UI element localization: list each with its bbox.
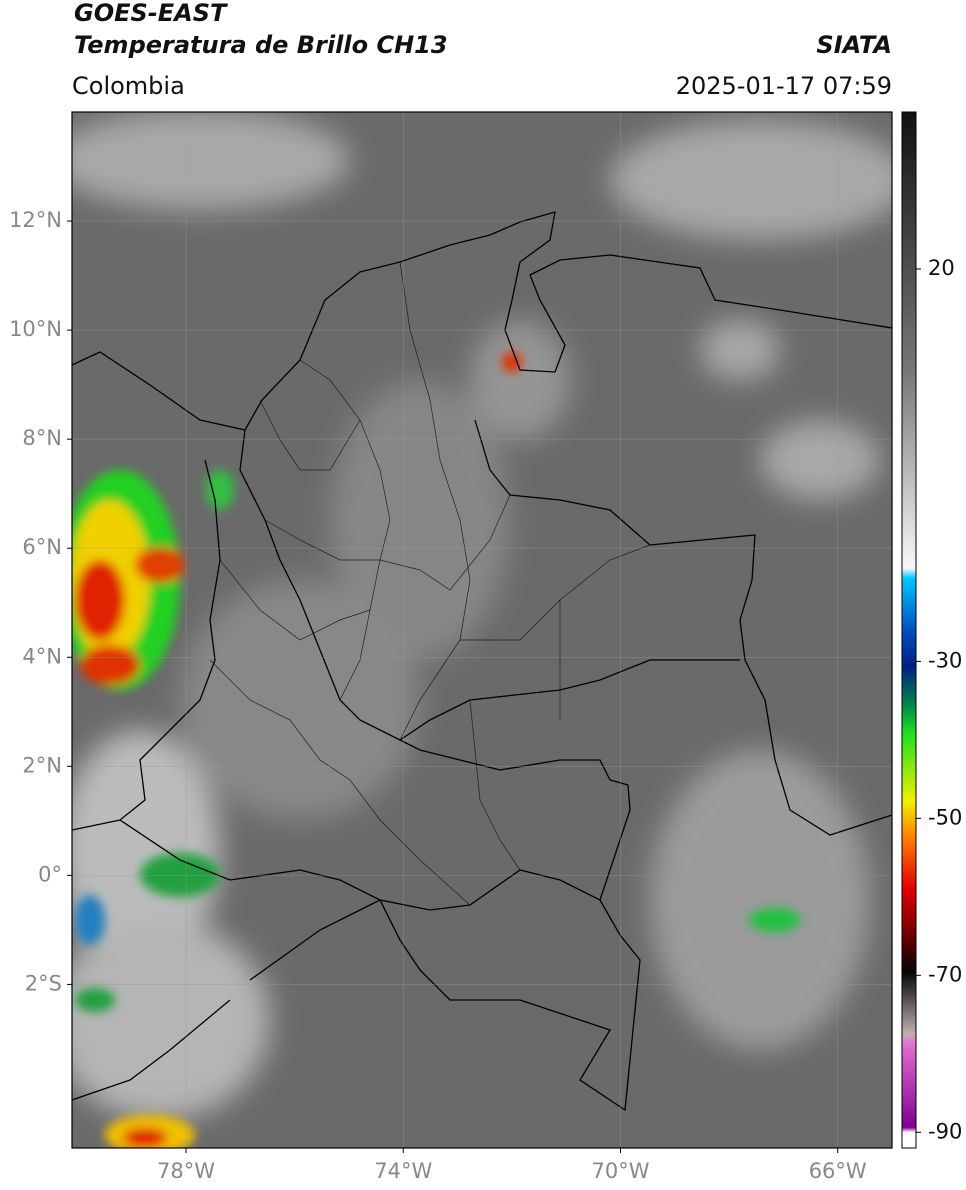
x-tick-label: 70°W: [591, 1159, 649, 1183]
subtitle: Temperatura de Brillo CH13: [74, 31, 448, 59]
graticule: [72, 112, 892, 1148]
x-tick-label: 78°W: [157, 1159, 215, 1183]
x-tick-label: 66°W: [809, 1159, 867, 1183]
y-tick-label: 2°N: [22, 753, 62, 777]
colorbar-tick-label: -30: [928, 648, 962, 672]
source: SIATA: [816, 31, 892, 59]
satellite-image: [72, 112, 892, 1148]
colorbar-tick-label: -50: [928, 805, 962, 829]
x-tick-label: 74°W: [374, 1159, 432, 1183]
y-tick-label: 2°S: [25, 971, 62, 995]
region: Colombia: [72, 72, 185, 100]
y-tick-label: 0°: [38, 862, 62, 886]
map-frame: [71, 111, 893, 1149]
timestamp: 2025-01-17 07:59: [676, 72, 892, 100]
y-tick-label: 4°N: [22, 644, 62, 668]
y-tick-label: 8°N: [22, 426, 62, 450]
title: GOES-EAST: [74, 0, 228, 27]
colorbar-tick-label: 20: [928, 256, 955, 280]
y-tick-label: 10°N: [9, 317, 62, 341]
colorbar-tick-label: -70: [928, 962, 962, 986]
colorbar: [901, 111, 917, 1149]
y-tick-label: 12°N: [9, 208, 62, 232]
y-tick-label: 6°N: [22, 535, 62, 559]
colorbar-tick-label: -90: [928, 1119, 962, 1143]
